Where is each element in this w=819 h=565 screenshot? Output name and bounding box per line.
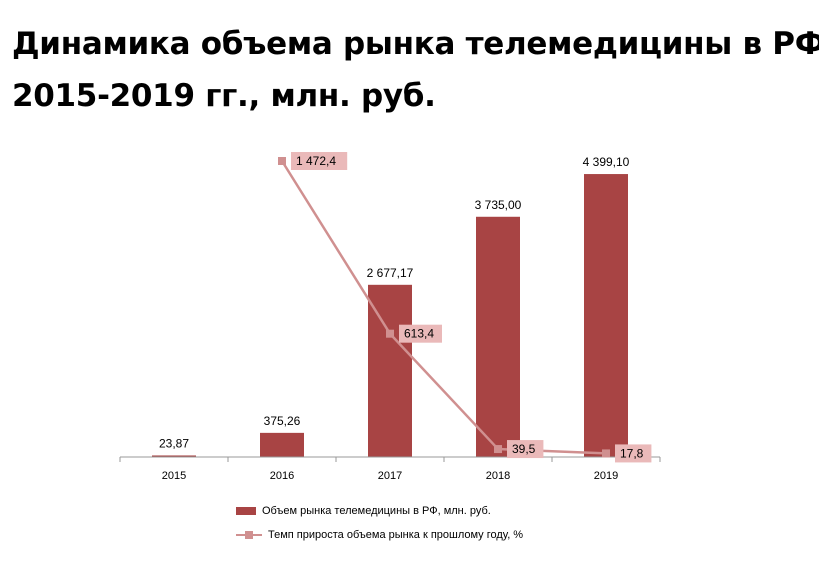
bar-data-label-2018: 3 735,00 (475, 198, 522, 212)
x-tick-label-2016: 2016 (270, 470, 294, 482)
growth-label-box-2017 (399, 324, 442, 343)
chart-title-line-2: 2015-2019 гг., млн. руб. (12, 78, 436, 114)
legend-item-growth-rate: Темп прироста объема рынка к прошлому го… (236, 529, 523, 541)
legend-item-market-volume: Объем рынка телемедицины в РФ, млн. руб. (236, 505, 491, 517)
bar-data-label-2016: 375,26 (264, 414, 301, 428)
growth-rate-line (280, 160, 607, 455)
legend-bar-swatch (236, 507, 256, 515)
bar-2015 (152, 455, 196, 457)
x-tick-label-2017: 2017 (378, 470, 402, 482)
bar-2017 (368, 284, 412, 457)
x-tick-label-2018: 2018 (486, 470, 510, 482)
growth-point-2016 (278, 157, 286, 165)
growth-data-label-2019: 17,8 (620, 446, 644, 460)
legend-label-market-volume: Объем рынка телемедицины в РФ, млн. руб. (262, 505, 491, 517)
bar-2016 (260, 432, 304, 457)
growth-point-2018 (494, 445, 502, 454)
growth-data-label-2017: 613,4 (404, 327, 434, 341)
bar-data-label-2015: 23,87 (159, 436, 189, 450)
growth-point-2017 (386, 329, 394, 338)
bar-data-label-2017: 2 677,17 (367, 266, 414, 280)
growth-data-label-2016: 1 472,4 (296, 154, 336, 168)
bar-2018 (476, 216, 520, 457)
legend-line-swatch (236, 530, 262, 540)
bar-data-label-2019: 4 399,10 (583, 155, 630, 169)
growth-data-label-2018: 39,5 (512, 442, 536, 456)
growth-point-2019 (602, 449, 610, 458)
growth-label-box-2019 (615, 444, 652, 463)
chart-title-line-1: Динамика объема рынка телемедицины в РФ, (12, 26, 819, 62)
bar-2019 (584, 174, 628, 457)
x-tick-label-2015: 2015 (162, 470, 186, 482)
x-tick-label-2019: 2019 (594, 470, 618, 482)
legend-label-growth-rate: Темп прироста объема рынка к прошлому го… (268, 529, 524, 541)
growth-label-box-2018 (507, 440, 544, 459)
growth-label-box-2016 (291, 152, 348, 170)
chart-title: Динамика объема рынка телемедицины в РФ,… (12, 18, 819, 122)
